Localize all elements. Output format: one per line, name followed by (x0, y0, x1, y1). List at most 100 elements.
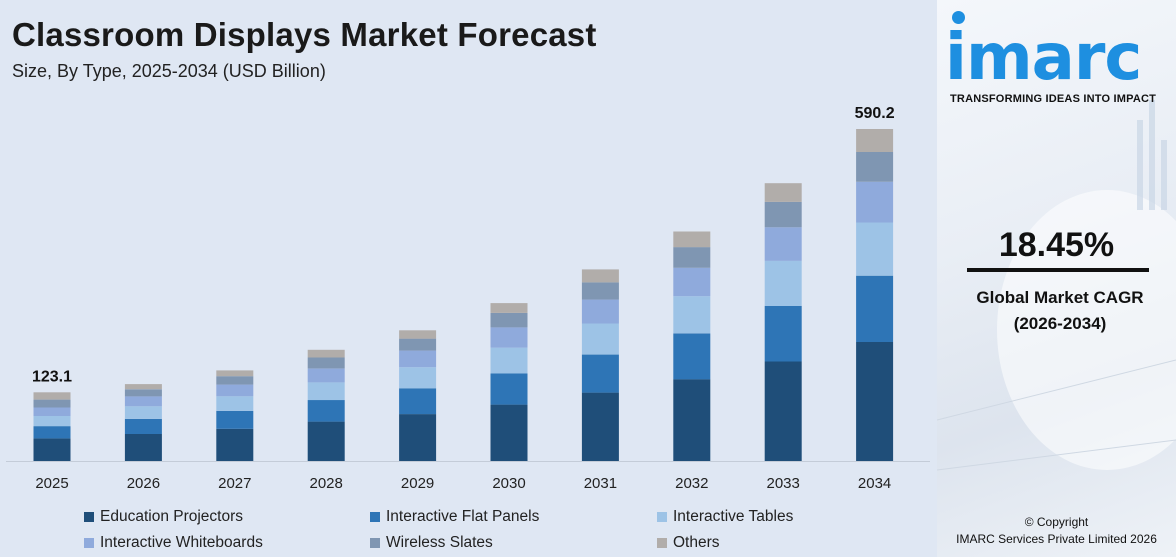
legend-label: Interactive Flat Panels (386, 508, 540, 525)
bar-segment-2032-interactive-tables (673, 296, 711, 334)
bar-segment-2031-others (581, 269, 619, 283)
legend-swatch (657, 512, 667, 522)
bar-segment-2032-interactive-flat-panels (673, 333, 711, 380)
bar-segment-2026-interactive-whiteboards (124, 396, 162, 407)
bar-segment-2028-others (307, 349, 345, 358)
bar-segment-2034-others (856, 129, 894, 152)
bar-segment-2033-interactive-tables (764, 261, 802, 306)
data-label-2034: 590.2 (855, 105, 895, 122)
legend-item-interactive-tables: Interactive Tables (657, 508, 793, 526)
bar-segment-2026-others (124, 384, 162, 390)
x-tick-label-2026: 2026 (127, 475, 160, 492)
imarc-logo: imarc TRANSFORMING IDEAS INTO IMPACT (937, 8, 1176, 108)
bar-segment-2026-interactive-tables (124, 406, 162, 419)
cagr-label-line-1: Global Market CAGR (976, 288, 1144, 307)
legend-swatch (657, 538, 667, 548)
bar-segment-2034-education-projectors (856, 342, 894, 461)
legend-label: Wireless Slates (386, 534, 493, 551)
bar-segment-2025-interactive-tables (33, 416, 71, 427)
bar-segment-2031-interactive-whiteboards (581, 299, 619, 324)
bar-segment-2029-wireless-slates (399, 338, 437, 351)
chart-panel: Classroom Displays Market Forecast Size,… (0, 16, 937, 557)
x-tick-label-2029: 2029 (401, 475, 434, 492)
bar-segment-2030-interactive-tables (490, 347, 528, 374)
bar-segment-2031-interactive-tables (581, 323, 619, 355)
copyright: © Copyright IMARC Services Private Limit… (937, 514, 1176, 548)
x-tick-label-2032: 2032 (675, 475, 708, 492)
logo-text: imarc (945, 21, 1142, 95)
data-label-2025: 123.1 (32, 368, 72, 385)
logo-tagline: TRANSFORMING IDEAS INTO IMPACT (950, 93, 1157, 105)
bar-segment-2030-interactive-whiteboards (490, 327, 528, 348)
cagr-divider (967, 268, 1149, 272)
bar-segment-2032-education-projectors (673, 379, 711, 461)
legend-label: Interactive Tables (673, 508, 794, 525)
legend-item-interactive-flat-panels: Interactive Flat Panels (370, 508, 539, 526)
cagr-label-line-2: (2026-2034) (1013, 314, 1107, 333)
bar-segment-2027-others (216, 370, 254, 377)
legend-label: Others (673, 534, 720, 551)
bar-segment-2026-education-projectors (124, 434, 162, 461)
bar-segment-2027-interactive-tables (216, 396, 254, 411)
bar-segment-2028-interactive-flat-panels (307, 400, 345, 422)
bar-segment-2028-interactive-whiteboards (307, 368, 345, 383)
x-tick-label-2025: 2025 (35, 475, 68, 492)
x-tick-label-2031: 2031 (584, 475, 617, 492)
bar-segment-2031-interactive-flat-panels (581, 354, 619, 393)
bar-segment-2033-education-projectors (764, 361, 802, 461)
bar-segment-2031-education-projectors (581, 392, 619, 461)
legend-swatch (84, 512, 94, 522)
bar-segment-2027-interactive-whiteboards (216, 384, 254, 397)
bar-segment-2029-interactive-tables (399, 367, 437, 389)
logo-dot-icon (952, 11, 965, 24)
bar-segment-2034-wireless-slates (856, 152, 894, 182)
bar-segment-2025-education-projectors (33, 438, 71, 461)
legend-swatch (84, 538, 94, 548)
sidebar-panel: imarc TRANSFORMING IDEAS INTO IMPACT 18.… (937, 0, 1176, 557)
bar-segment-2034-interactive-flat-panels (856, 275, 894, 342)
bar-segment-2029-interactive-flat-panels (399, 388, 437, 415)
bar-segment-2026-wireless-slates (124, 389, 162, 397)
bar-segment-2025-interactive-whiteboards (33, 407, 71, 416)
bar-segment-2025-wireless-slates (33, 399, 71, 408)
bar-segment-2028-wireless-slates (307, 357, 345, 369)
bar-segment-2033-interactive-whiteboards (764, 227, 802, 261)
bar-segment-2025-interactive-flat-panels (33, 426, 71, 439)
x-tick-label-2028: 2028 (310, 475, 343, 492)
x-tick-label-2033: 2033 (767, 475, 800, 492)
bar-segment-2025-others (33, 392, 71, 400)
x-tick-label-2030: 2030 (492, 475, 525, 492)
legend-item-interactive-whiteboards: Interactive Whiteboards (84, 534, 263, 552)
bar-segment-2032-wireless-slates (673, 247, 711, 268)
chart-legend: Education Projectors Interactive Flat Pan… (0, 500, 937, 557)
bar-segment-2033-others (764, 183, 802, 202)
bar-segment-2027-education-projectors (216, 428, 254, 461)
bar-segment-2027-wireless-slates (216, 376, 254, 385)
chart-subtitle: Size, By Type, 2025-2034 (USD Billion) (12, 61, 326, 81)
legend-swatch (370, 512, 380, 522)
bar-segment-2029-others (399, 330, 437, 339)
copyright-line-1: © Copyright (1024, 515, 1089, 529)
bar-segment-2027-interactive-flat-panels (216, 410, 254, 429)
bar-segment-2030-wireless-slates (490, 312, 528, 328)
legend-item-wireless-slates: Wireless Slates (370, 534, 493, 552)
x-tick-label-2034: 2034 (858, 475, 891, 492)
bar-segment-2028-interactive-tables (307, 382, 345, 401)
cagr-label: Global Market CAGR (2026-2034) (937, 285, 1176, 337)
bar-segment-2030-education-projectors (490, 404, 528, 461)
bar-segment-2028-education-projectors (307, 421, 345, 461)
x-tick-label-2027: 2027 (218, 475, 251, 492)
bar-segment-2033-interactive-flat-panels (764, 305, 802, 362)
cagr-value: 18.45% (998, 226, 1115, 264)
bar-segment-2030-others (490, 303, 528, 313)
bar-segment-2033-wireless-slates (764, 201, 802, 228)
bar-segment-2034-interactive-whiteboards (856, 181, 894, 223)
copyright-line-2: IMARC Services Private Limited 2026 (956, 532, 1157, 546)
bar-segment-2032-interactive-whiteboards (673, 267, 711, 297)
chart-title: Classroom Displays Market Forecast (12, 16, 597, 53)
bar-segment-2026-interactive-flat-panels (124, 418, 162, 434)
legend-item-others: Others (657, 534, 720, 552)
legend-label: Education Projectors (100, 508, 244, 525)
bar-segment-2034-interactive-tables (856, 222, 894, 276)
bar-segment-2030-interactive-flat-panels (490, 373, 528, 405)
